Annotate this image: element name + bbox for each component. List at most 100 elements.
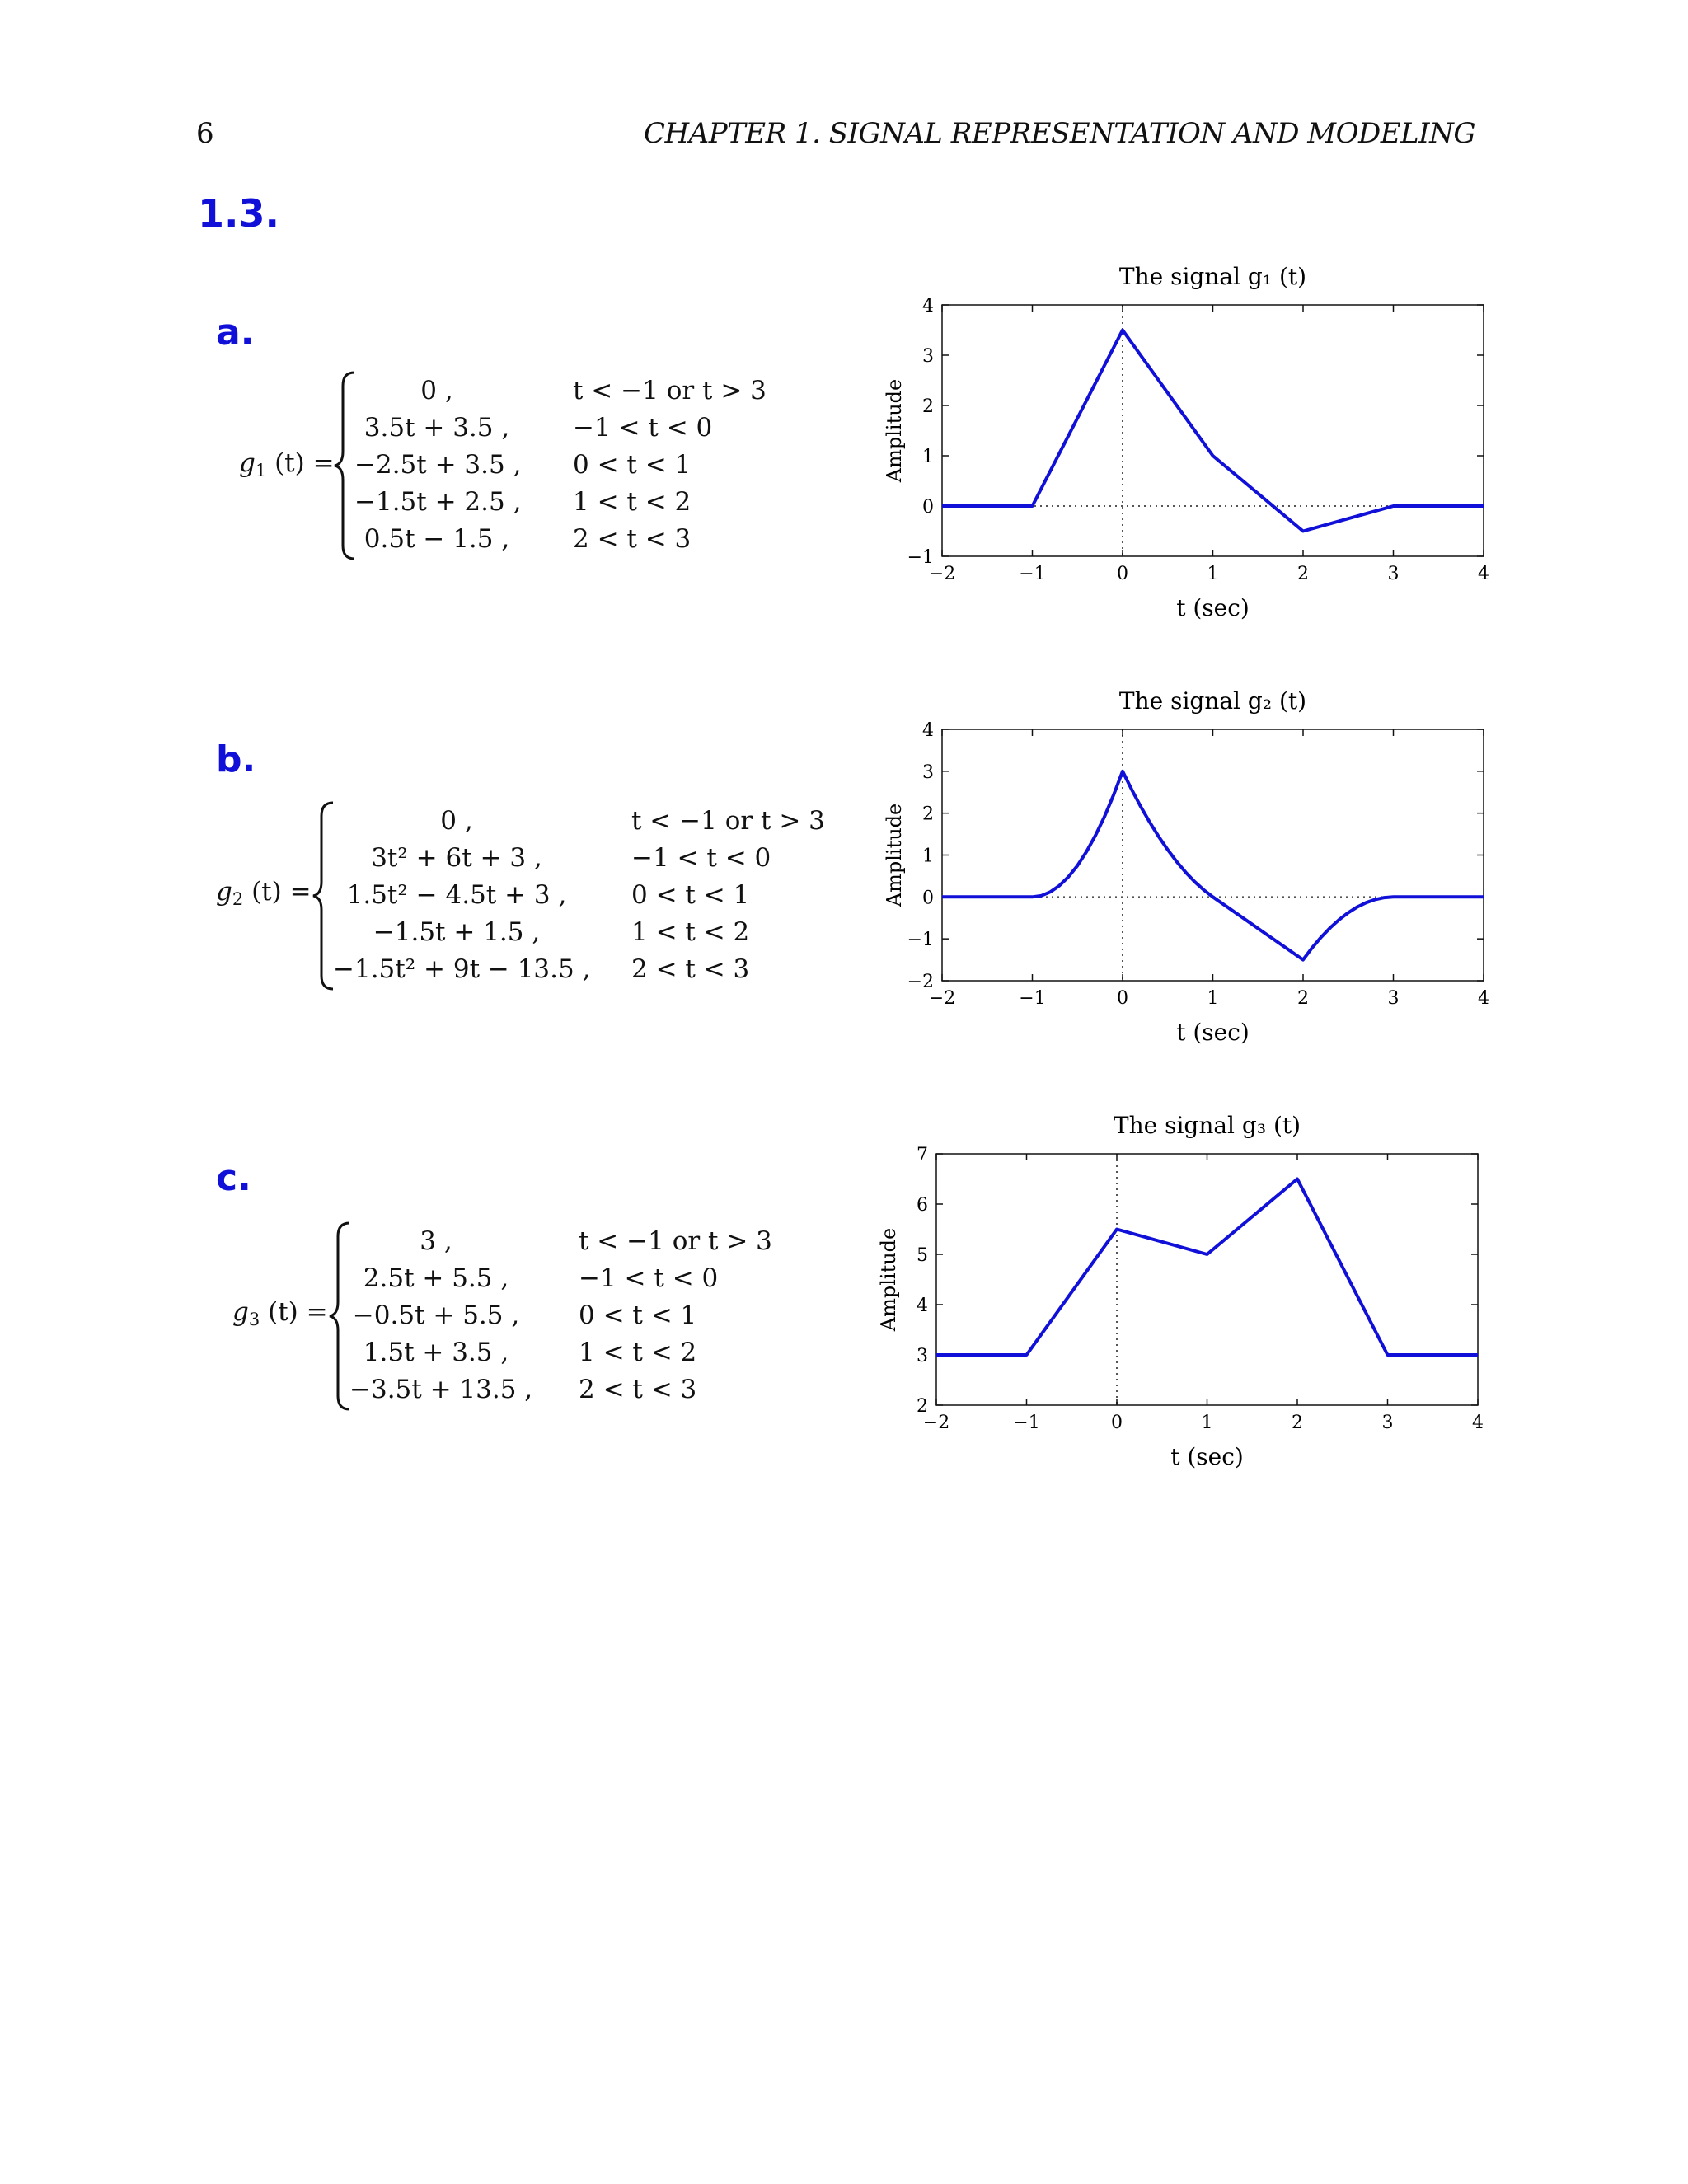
case-condition: 2 < t < 3 [631, 954, 750, 984]
x-tick-label: 1 [1207, 564, 1219, 584]
chart-title: The signal g₃ (t) [1114, 1112, 1301, 1139]
y-tick-label: 6 [917, 1195, 928, 1216]
x-tick-label: 0 [1111, 1413, 1123, 1433]
case-row: 0.5t − 1.5 , 2 < t < 3 [354, 521, 783, 558]
x-tick-label: 4 [1478, 988, 1489, 1009]
function-argument: (t) = [260, 1297, 328, 1327]
y-axis-label: Amplitude [883, 379, 906, 483]
x-tick-label: −2 [929, 988, 955, 1009]
x-tick-label: 4 [1472, 1413, 1484, 1433]
function-name: g [239, 448, 256, 478]
chart-g2: The signal g₂ (t) t (sec) Amplitude −2 −1 0 1 2… [883, 687, 1489, 1046]
y-axis-label: Amplitude [883, 804, 906, 907]
case-expression: 0 , [420, 376, 453, 405]
x-axis-label: t (sec) [1170, 1443, 1244, 1470]
plot-frame [941, 729, 1484, 982]
part-label-a: a. [216, 312, 255, 354]
y-tick-label: 7 [917, 1145, 928, 1165]
case-row: 0 , t < −1 or t > 3 [333, 803, 844, 840]
y-tick-label: 4 [922, 296, 934, 316]
case-row: 1.5t² − 4.5t + 3 , 0 < t < 1 [333, 877, 844, 914]
plot-frame [935, 1153, 1479, 1406]
part-label-c: c. [216, 1157, 251, 1199]
case-expression: 2.5t + 5.5 , [363, 1263, 509, 1293]
chart-g1: The signal g₁ (t)t (sec)Amplitude−2 −1 0 1 2… [883, 263, 1489, 621]
section-title: 1.3. [198, 191, 279, 236]
x-tick-label: −2 [929, 564, 955, 584]
case-condition: 0 < t < 1 [631, 880, 750, 910]
left-brace [334, 371, 355, 560]
case-row: −1.5t² + 9t − 13.5 , 2 < t < 3 [333, 951, 844, 988]
cases-g2: 0 , t < −1 or t > 3 3t² + 6t + 3 , −1 < t … [333, 803, 844, 992]
x-tick-label: −1 [1019, 988, 1045, 1009]
series-line [942, 769, 1484, 962]
function-name: g [232, 1297, 249, 1327]
case-expression: −1.5t + 1.5 , [373, 917, 541, 947]
case-row: 3.5t + 3.5 , −1 < t < 0 [354, 410, 783, 447]
x-tick-label: 1 [1202, 1413, 1213, 1433]
x-tick-label: −2 [923, 1413, 950, 1433]
chart-g3: The signal g₃ (t) t (sec) Amplitude −2 −1 0 1 2… [877, 1112, 1484, 1470]
case-expression: 0.5t − 1.5 , [363, 524, 510, 554]
case-expression: −2.5t + 3.5 , [354, 450, 522, 480]
series-line [942, 328, 1484, 533]
case-row: −0.5t + 5.5 , 0 < t < 1 [349, 1297, 795, 1334]
y-tick-label: 0 [922, 497, 934, 518]
x-tick-label: 2 [1297, 988, 1309, 1009]
y-tick-label: 0 [922, 888, 934, 908]
y-tick-label: 3 [922, 762, 934, 783]
chart-title: The signal g₁ (t) [1119, 263, 1306, 290]
x-axis-label: t (sec) [1176, 594, 1250, 621]
case-condition: 2 < t < 3 [573, 524, 692, 554]
case-expression: 3 , [420, 1226, 452, 1256]
x-tick-label: 0 [1117, 564, 1128, 584]
case-condition: 1 < t < 2 [579, 1338, 697, 1367]
case-condition: 1 < t < 2 [631, 917, 750, 947]
y-tick-label: 4 [922, 720, 934, 741]
case-expression: −0.5t + 5.5 , [352, 1301, 520, 1330]
case-row: 0 , t < −1 or t > 3 [354, 373, 783, 410]
case-condition: −1 < t < 0 [579, 1263, 719, 1293]
case-condition: t < −1 or t > 3 [631, 806, 825, 836]
case-condition: 0 < t < 1 [573, 450, 692, 480]
cases-g3: 3 , t < −1 or t > 3 2.5t + 5.5 , −1 < t < … [349, 1223, 795, 1413]
function-subscript: 3 [248, 1310, 260, 1329]
y-tick-label: 2 [922, 804, 934, 825]
chart-title: The signal g₂ (t) [1119, 687, 1306, 715]
case-row: 1.5t + 3.5 , 1 < t < 2 [349, 1334, 795, 1371]
running-head: CHAPTER 1. SIGNAL REPRESENTATION AND MOD… [643, 117, 1476, 150]
x-tick-label: −1 [1019, 564, 1045, 584]
function-name: g [216, 877, 232, 907]
y-tick-label: −1 [907, 547, 934, 568]
y-tick-label: 5 [917, 1245, 928, 1266]
y-tick-label: 1 [922, 846, 934, 867]
function-argument: (t) = [243, 877, 312, 907]
y-axis-label: Amplitude [877, 1228, 900, 1332]
case-row: 3 , t < −1 or t > 3 [349, 1223, 795, 1260]
cases-g1: 0 , t < −1 or t > 3 3.5t + 3.5 , −1 < t < … [354, 373, 783, 562]
x-tick-label: 2 [1297, 564, 1309, 584]
x-axis-label: t (sec) [1176, 1019, 1250, 1046]
case-condition: −1 < t < 0 [631, 843, 771, 873]
x-tick-label: 4 [1478, 564, 1489, 584]
y-tick-label: 2 [922, 396, 934, 417]
y-tick-label: 1 [922, 447, 934, 467]
case-condition: t < −1 or t > 3 [573, 376, 767, 405]
left-brace [329, 1221, 350, 1411]
part-label-b: b. [216, 738, 256, 780]
case-expression: 1.5t + 3.5 , [363, 1338, 509, 1367]
case-expression: 1.5t² − 4.5t + 3 , [346, 880, 567, 910]
x-tick-label: −1 [1013, 1413, 1039, 1433]
page-number: 6 [196, 117, 214, 150]
case-expression: −1.5t + 2.5 , [354, 487, 522, 517]
y-tick-label: −2 [907, 972, 934, 992]
equation-lhs-g1: g1 (t) = [239, 448, 335, 480]
x-tick-label: 1 [1207, 988, 1219, 1009]
plot-frame [941, 304, 1484, 557]
case-row: −2.5t + 3.5 , 0 < t < 1 [354, 447, 783, 484]
case-row: −1.5t + 1.5 , 1 < t < 2 [333, 914, 844, 951]
left-brace [312, 801, 334, 991]
y-tick-label: 2 [917, 1396, 928, 1417]
case-condition: 1 < t < 2 [573, 487, 692, 517]
case-expression: −3.5t + 13.5 , [349, 1375, 533, 1404]
